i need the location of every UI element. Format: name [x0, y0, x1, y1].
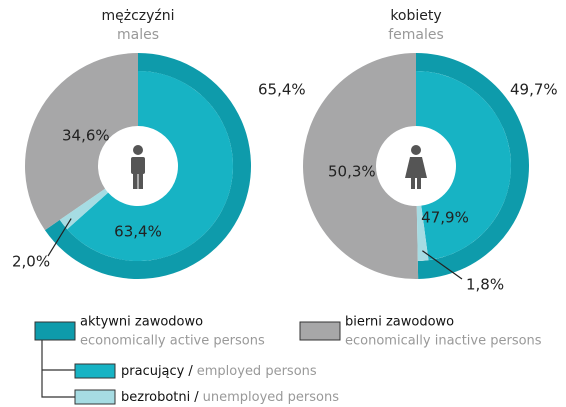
value-label: 1,8% [466, 276, 504, 294]
legend-swatch [299, 321, 341, 341]
legend-separator: / [188, 364, 193, 379]
value-label: 34,6% [62, 127, 110, 145]
legend-swatch [34, 321, 76, 341]
value-label: 49,7% [510, 81, 558, 99]
chart-subtitle: females [388, 27, 444, 43]
legend-label: bezrobotni / unemployed persons [121, 390, 339, 405]
legend-swatch [74, 363, 116, 379]
employed-wedge [67, 71, 233, 262]
donut: 65,4% 34,6% 63,4% 2,0% mężczyźni males [12, 8, 306, 279]
legend-label: aktywni zawodowo [80, 315, 203, 330]
unemployed-wedge [416, 205, 429, 261]
value-label: 63,4% [114, 223, 162, 241]
legend-connector [41, 340, 75, 398]
employed-wedge [416, 71, 511, 261]
legend-name: pracujący [121, 364, 185, 379]
female-icon [405, 145, 427, 189]
legend-swatch [74, 389, 116, 405]
legend-translation: economically active persons [80, 334, 265, 349]
donut: 49,7% 50,3% 47,9% 1,8% kobiety females [303, 8, 558, 294]
leader-line [47, 218, 72, 257]
inactive-wedge [25, 53, 139, 231]
chart-title: mężczyźni [101, 8, 174, 24]
value-label: 65,4% [258, 81, 306, 99]
value-label: 2,0% [12, 253, 50, 271]
legend: aktywni zawodowo economically active pers… [34, 315, 542, 405]
legend-name: bezrobotni [121, 390, 190, 405]
legend-label: pracujący / employed persons [121, 364, 317, 379]
legend-translation: employed persons [197, 364, 317, 379]
inactive-wedge [303, 53, 419, 279]
male-icon [131, 145, 145, 189]
chart-subtitle: males [117, 27, 159, 43]
value-label: 50,3% [328, 163, 376, 181]
legend-label: bierni zawodowo [345, 315, 454, 330]
legend-separator: / [194, 390, 199, 405]
legend-translation: economically inactive persons [345, 334, 542, 349]
active-ring [416, 53, 530, 279]
unemployed-wedge [59, 188, 109, 230]
value-label: 47,9% [421, 209, 469, 227]
legend-translation: unemployed persons [203, 390, 340, 405]
chart-title: kobiety [390, 8, 441, 24]
leader-line [422, 250, 463, 280]
